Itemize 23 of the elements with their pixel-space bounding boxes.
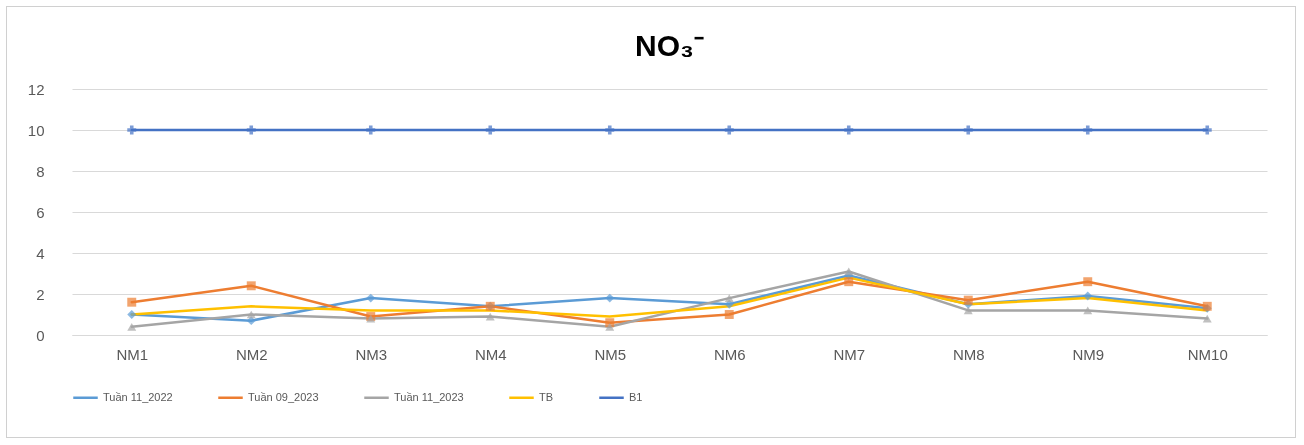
y-tick-label: 12 [27,80,45,98]
x-tick-label: NM3 [355,345,388,363]
legend-label: TB [539,390,554,403]
x-tick-label: NM6 [713,345,746,363]
y-tick-label: 2 [36,285,45,303]
x-tick-label: NM10 [1187,345,1228,363]
legend-label: B1 [629,390,643,403]
x-tick-label: NM1 [116,345,149,363]
x-tick-label: NM5 [594,345,627,363]
x-tick-label: NM9 [1072,345,1105,363]
y-tick-label: 6 [36,203,45,221]
y-tick-label: 8 [36,162,45,180]
chart-title: NO₃⁻ [635,29,704,62]
legend-label: Tuần 11_2022 [103,390,173,403]
y-tick-label: 4 [36,244,45,262]
x-tick-label: NM2 [235,345,268,363]
y-tick-label: 10 [27,121,45,139]
x-tick-label: NM8 [952,345,985,363]
x-tick-label: NM4 [474,345,507,363]
y-tick-label: 0 [36,326,45,344]
legend-label: Tuần 09_2023 [248,390,319,403]
x-tick-label: NM7 [833,345,866,363]
legend-label: Tuần 11_2023 [394,390,464,403]
